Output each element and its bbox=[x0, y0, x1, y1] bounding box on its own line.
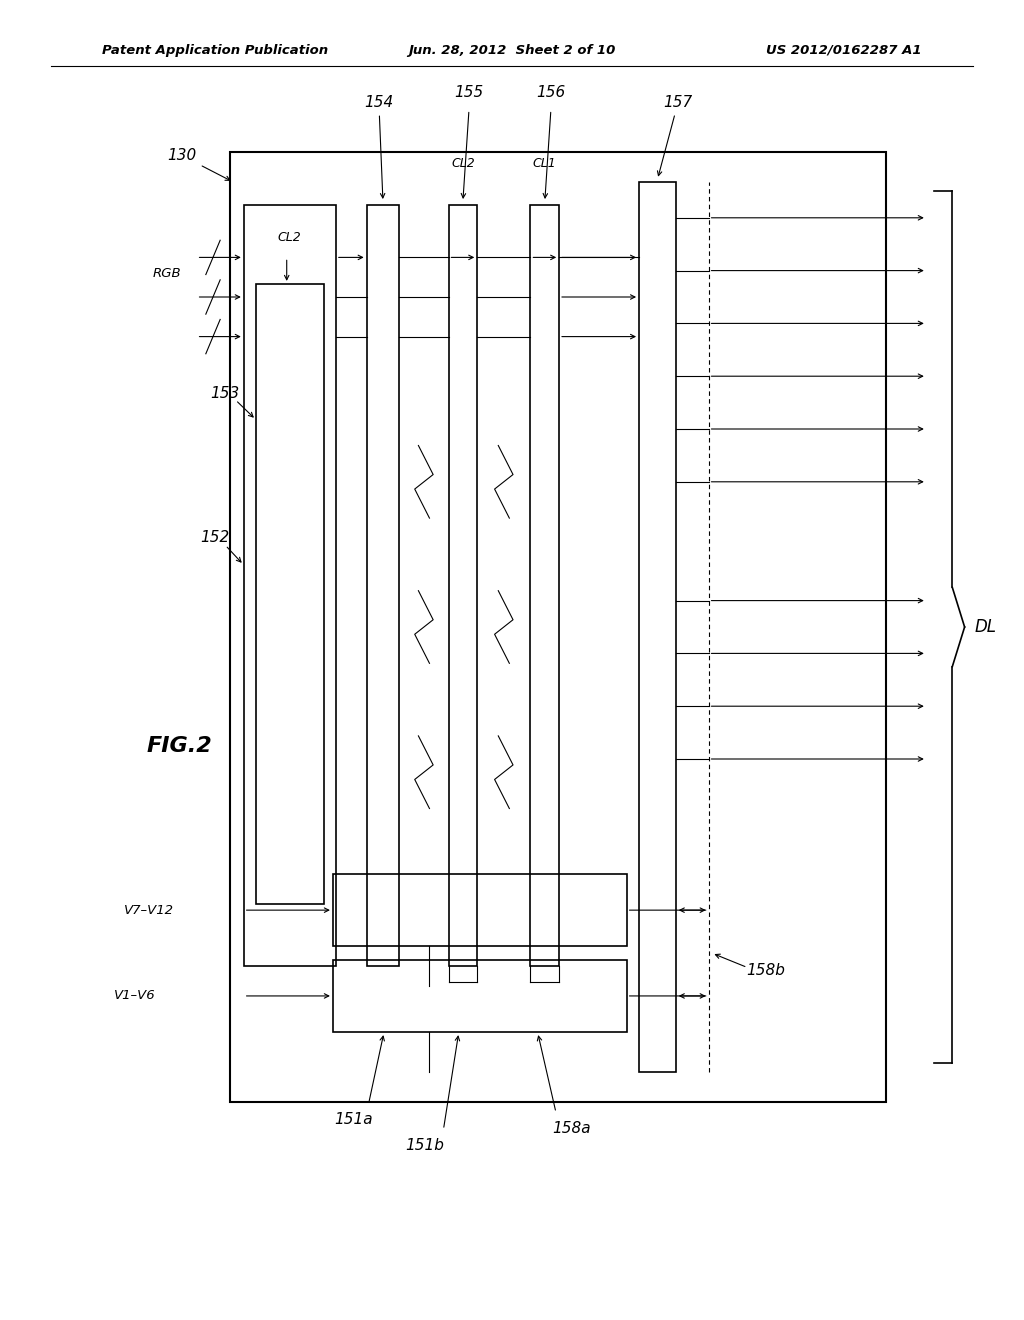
Text: 130: 130 bbox=[168, 148, 230, 181]
Bar bbox=[230, 152, 886, 1102]
Text: 158b: 158b bbox=[746, 962, 785, 978]
Text: 155: 155 bbox=[455, 84, 483, 100]
Text: 153: 153 bbox=[211, 385, 240, 401]
Text: DL: DL bbox=[975, 618, 996, 636]
Bar bbox=[639, 182, 676, 1072]
Text: 158a: 158a bbox=[552, 1121, 591, 1137]
Bar bbox=[449, 205, 477, 966]
Bar bbox=[530, 205, 559, 966]
Text: 151a: 151a bbox=[334, 1111, 373, 1127]
Text: CL1: CL1 bbox=[532, 157, 557, 170]
Text: 152: 152 bbox=[201, 529, 229, 545]
Text: 156: 156 bbox=[537, 84, 565, 100]
Text: RGB: RGB bbox=[153, 267, 181, 280]
Text: Patent Application Publication: Patent Application Publication bbox=[102, 44, 329, 57]
Text: Jun. 28, 2012  Sheet 2 of 10: Jun. 28, 2012 Sheet 2 of 10 bbox=[409, 44, 615, 57]
Text: 154: 154 bbox=[365, 95, 393, 198]
Text: V1–V6: V1–V6 bbox=[114, 990, 156, 1002]
Text: US 2012/0162287 A1: US 2012/0162287 A1 bbox=[766, 44, 922, 57]
Bar bbox=[333, 960, 627, 1032]
Text: 151b: 151b bbox=[406, 1138, 444, 1154]
Bar bbox=[256, 284, 324, 904]
Text: CL2: CL2 bbox=[278, 231, 302, 244]
Bar bbox=[333, 874, 627, 946]
Text: V7–V12: V7–V12 bbox=[124, 904, 174, 916]
Text: 157: 157 bbox=[657, 95, 692, 176]
Bar bbox=[244, 205, 336, 966]
Text: CL2: CL2 bbox=[451, 157, 475, 170]
Text: FIG.2: FIG.2 bbox=[146, 735, 212, 756]
Bar bbox=[367, 205, 399, 966]
